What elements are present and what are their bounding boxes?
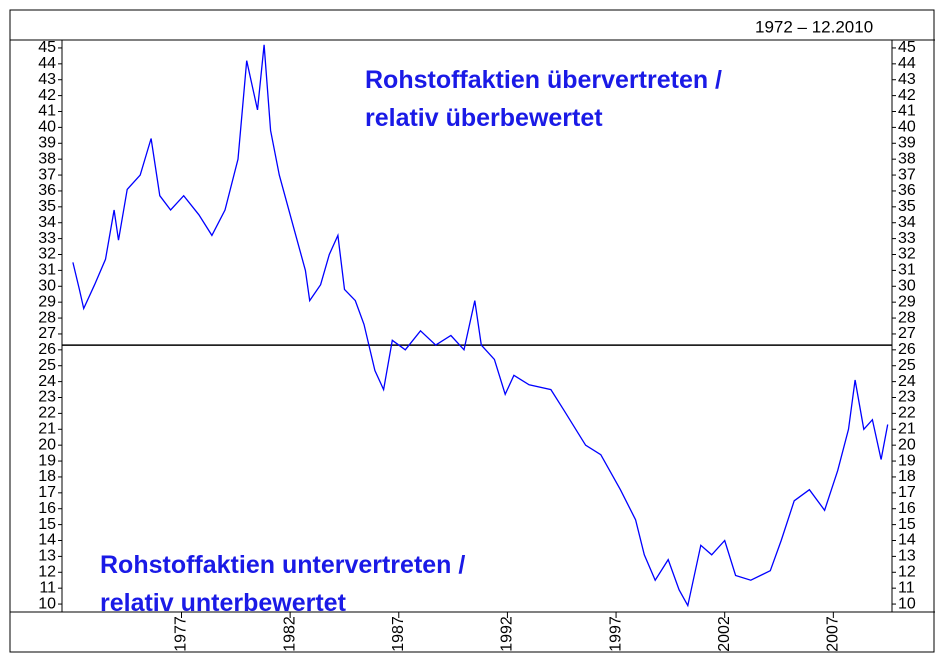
y-tick-label: 39 [898,134,916,151]
y-tick-label: 31 [898,262,916,279]
y-tick-label: 23 [38,389,56,406]
x-tick-label: 1982 [281,616,298,652]
y-tick-label: 12 [38,563,56,580]
x-tick-label: 1977 [173,616,190,652]
y-tick-label: 19 [38,452,56,469]
y-tick-label: 21 [38,420,56,437]
x-tick-label: 2002 [716,616,733,652]
x-tick-label: 1987 [390,616,407,652]
y-tick-label: 30 [898,277,916,294]
y-tick-label: 37 [38,166,56,183]
y-tick-label: 15 [898,516,916,533]
y-tick-label: 39 [38,134,56,151]
y-tick-label: 35 [898,198,916,215]
y-tick-label: 29 [38,293,56,310]
y-tick-label: 44 [898,55,916,72]
y-tick-label: 17 [38,484,56,501]
y-tick-label: 32 [898,246,916,263]
y-tick-label: 36 [38,182,56,199]
y-tick-label: 37 [898,166,916,183]
x-tick-label: 1992 [499,616,516,652]
y-tick-label: 14 [38,532,56,549]
y-tick-label: 11 [39,579,56,596]
y-tick-label: 43 [898,71,916,88]
annotation: Rohstoffaktien untervertreten / [100,551,465,579]
y-tick-label: 41 [898,103,916,120]
y-tick-label: 40 [898,119,916,136]
y-tick-label: 42 [38,87,56,104]
y-tick-label: 40 [38,119,56,136]
y-tick-label: 26 [898,341,916,358]
y-tick-label: 41 [38,103,56,120]
frame [9,9,935,653]
y-tick-label: 27 [898,325,916,342]
x-tick-label: 2007 [825,616,842,652]
y-tick-label: 10 [898,595,916,612]
y-tick-label: 12 [898,563,916,580]
y-tick-label: 28 [38,309,56,326]
annotation: relativ unterbewertet [100,589,347,617]
y-tick-label: 22 [38,405,56,422]
y-tick-label: 28 [898,309,916,326]
y-tick-label: 13 [38,548,56,565]
y-tick-label: 18 [38,468,56,485]
y-tick-label: 15 [38,516,56,533]
y-tick-label: 16 [38,500,56,517]
y-tick-label: 20 [38,436,56,453]
y-tick-label: 27 [38,325,56,342]
y-tick-label: 14 [898,532,916,549]
y-tick-label: 35 [38,198,56,215]
y-tick-label: 36 [898,182,916,199]
y-tick-label: 10 [38,595,56,612]
y-tick-label: 24 [898,373,916,390]
subtitle: 1972 – 12.2010 [755,17,873,36]
y-tick-label: 34 [38,214,56,231]
y-tick-label: 22 [898,405,916,422]
y-tick-label: 45 [38,39,56,56]
annotation: relativ überbewertet [365,104,603,132]
y-tick-label: 23 [898,389,916,406]
y-tick-label: 24 [38,373,56,390]
y-tick-label: 18 [898,468,916,485]
y-tick-label: 38 [898,150,916,167]
y-tick-label: 33 [38,230,56,247]
y-tick-label: 31 [38,262,56,279]
y-tick-label: 26 [38,341,56,358]
y-tick-label: 16 [898,500,916,517]
annotation: Rohstoffaktien übervertreten / [365,66,722,94]
y-tick-label: 32 [38,246,56,263]
y-tick-label: 17 [898,484,916,501]
y-tick-label: 43 [38,71,56,88]
y-tick-label: 19 [898,452,916,469]
data-line [72,44,889,608]
y-tick-label: 11 [898,579,915,596]
y-tick-label: 42 [898,87,916,104]
y-tick-label: 20 [898,436,916,453]
y-tick-label: 44 [38,55,56,72]
y-tick-label: 38 [38,150,56,167]
y-tick-label: 29 [898,293,916,310]
x-tick-label: 1997 [607,616,624,652]
y-tick-label: 45 [898,39,916,56]
y-tick-label: 21 [898,420,916,437]
y-tick-label: 33 [898,230,916,247]
y-tick-label: 25 [38,357,56,374]
y-tick-label: 25 [898,357,916,374]
y-tick-label: 30 [38,277,56,294]
y-tick-label: 13 [898,548,916,565]
y-tick-label: 34 [898,214,916,231]
